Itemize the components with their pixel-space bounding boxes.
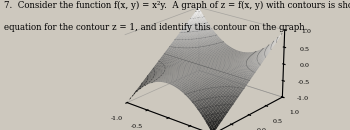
Text: 7.  Consider the function f(x, y) = x²y.  A graph of z = f(x, y) with contours i: 7. Consider the function f(x, y) = x²y. … [4,1,350,10]
Text: equation for the contour z = 1, and identify this contour on the graph.: equation for the contour z = 1, and iden… [4,23,307,32]
